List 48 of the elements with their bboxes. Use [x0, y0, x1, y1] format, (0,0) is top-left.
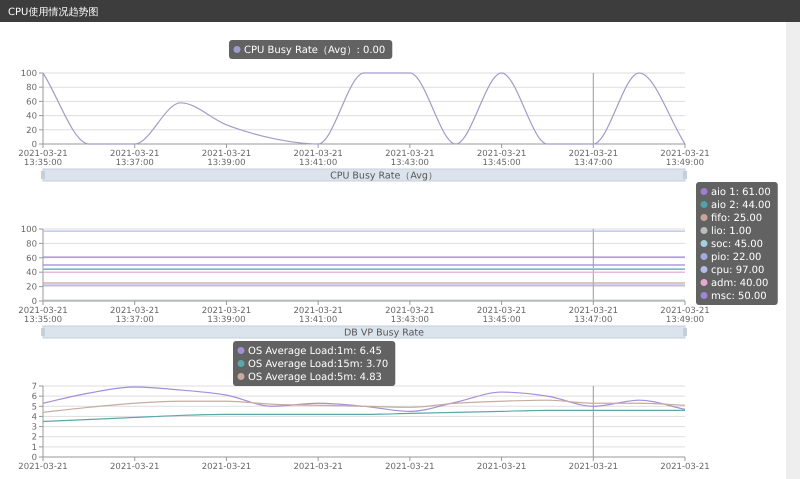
y-tick-label: 60	[26, 254, 37, 264]
tooltip: OS Average Load:1m: 6.45 OS Average Load:15m: 3.70 OS Average Load:5m: 4.83	[233, 341, 396, 386]
y-tick-label: 100	[20, 225, 37, 235]
x-tick-label: 2021-03-21	[293, 462, 343, 472]
x-tick-label: 2021-03-21 13:47:00	[568, 306, 618, 325]
y-tick-label: 7	[32, 382, 37, 392]
y-tick-label: 5	[32, 402, 37, 412]
x-tick-label: 2021-03-21 13:41:00	[293, 306, 343, 325]
y-tick-label: 0	[32, 453, 37, 463]
x-tick-label: 2021-03-21 13:35:00	[18, 149, 68, 168]
y-tick-label: 80	[26, 83, 37, 94]
x-tick-label: 2021-03-21 13:39:00	[202, 306, 252, 325]
x-tick-label: 2021-03-21 13:43:00	[385, 149, 435, 168]
chart-title: CPU使用情况趋势图	[8, 6, 98, 18]
x-tick-label: 2021-03-21 13:47:00	[568, 149, 618, 168]
x-tick-label: 2021-03-21 13:43:00	[385, 306, 435, 325]
x-tick-label: 2021-03-21 13:49:00	[660, 149, 710, 168]
x-tick-label: 2021-03-21 13:45:00	[476, 149, 526, 168]
x-tick-label: 2021-03-21 13:37:00	[110, 149, 160, 168]
y-tick-label: 80	[26, 239, 37, 250]
x-tick-label: 2021-03-21 13:37:00	[110, 306, 160, 325]
x-tick-label: 2021-03-21	[476, 462, 526, 472]
x-tick-label: 2021-03-21 13:45:00	[476, 306, 526, 325]
x-tick-label: 2021-03-21	[660, 462, 710, 472]
x-tick-label: 2021-03-21 13:39:00	[202, 149, 252, 168]
x-tick-label: 2021-03-21	[568, 462, 618, 472]
y-tick-label: 40	[26, 268, 37, 278]
x-tick-label: 2021-03-21 13:49:00	[660, 306, 710, 325]
tooltip: aio 1: 61.00 aio 2: 44.00 fifo: 25.00 lio: 1.00 soc: 45.00 pio: 22.00 cpu: 97.00 adm: 40.00 msc: 50.00	[696, 182, 778, 305]
y-tick-label: 20	[26, 282, 37, 293]
y-tick-label: 20	[26, 126, 37, 136]
y-tick-label: 0	[32, 140, 37, 150]
y-tick-label: 3	[32, 422, 37, 433]
y-tick-label: 60	[26, 97, 37, 108]
x-tick-label: 2021-03-21	[202, 462, 252, 472]
x-tick-label: 2021-03-21 13:35:00	[18, 306, 68, 325]
x-tick-label: 2021-03-21	[18, 462, 68, 472]
y-tick-label: 6	[32, 392, 37, 402]
tooltip: CPU Busy Rate（Avg）: 0.00	[229, 40, 392, 59]
y-tick-label: 2	[32, 432, 37, 443]
y-tick-label: 40	[26, 112, 37, 122]
y-tick-label: 1	[32, 442, 37, 453]
y-tick-label: 100	[20, 69, 37, 79]
x-tick-label: 2021-03-21	[110, 462, 160, 472]
x-tick-label: 2021-03-21 13:41:00	[293, 149, 343, 168]
y-tick-label: 4	[32, 412, 37, 422]
x-tick-label: 2021-03-21	[385, 462, 435, 472]
y-tick-label: 0	[32, 297, 37, 307]
